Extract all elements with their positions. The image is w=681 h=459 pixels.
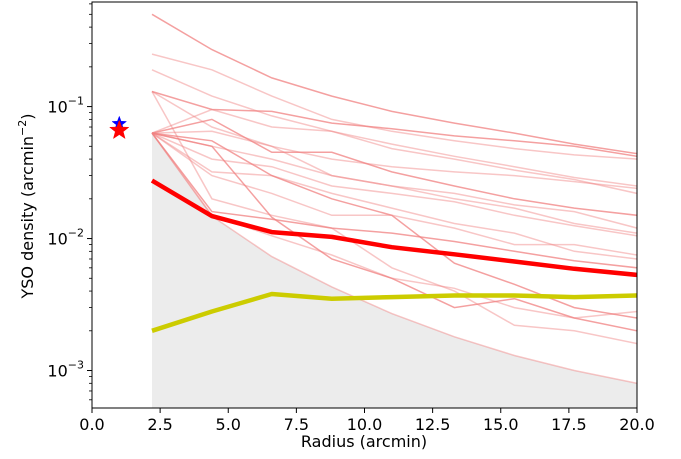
shaded-lower-bound-region bbox=[152, 133, 637, 408]
background-profile-line-2 bbox=[151, 53, 638, 160]
background-profile-line-12 bbox=[151, 91, 638, 345]
background-profile-line-3 bbox=[151, 69, 638, 187]
mean-density-line bbox=[150, 178, 638, 278]
background-profile-line-8 bbox=[151, 132, 638, 234]
background-profile-line-18 bbox=[151, 130, 638, 229]
background-profile-line-7 bbox=[151, 118, 638, 217]
background-profile-line-13 bbox=[151, 132, 638, 332]
red-star-marker bbox=[109, 119, 130, 140]
x-axis-ticks: 0.0 2.5 5.0 7.5 10.0 12.5 15.0 17.5 20.0 bbox=[79, 408, 655, 434]
background-profile-line-1 bbox=[151, 13, 638, 155]
y-tick-label: 10−2 bbox=[47, 227, 84, 249]
star-markers-layer bbox=[109, 115, 130, 140]
background-profile-line-11 bbox=[151, 132, 638, 385]
background-profile-line-16 bbox=[151, 132, 638, 319]
x-tick-label: 10.0 bbox=[347, 415, 383, 434]
y-axis-label: YSO density (arcmin−2) bbox=[16, 113, 37, 299]
background-profile-line-6 bbox=[151, 108, 638, 195]
background-density-line bbox=[151, 291, 638, 333]
x-tick-label: 5.0 bbox=[216, 415, 241, 434]
x-tick-label: 12.5 bbox=[415, 415, 451, 434]
x-tick-label: 7.5 bbox=[284, 415, 309, 434]
background-profile-line-10 bbox=[151, 132, 638, 269]
background-profile-line-15 bbox=[151, 132, 638, 237]
background-profile-line-9 bbox=[151, 132, 638, 260]
background-profile-line-4 bbox=[151, 90, 638, 158]
x-tick-label: 2.5 bbox=[147, 415, 172, 434]
main-series-layer bbox=[150, 178, 638, 333]
x-tick-label: 17.5 bbox=[551, 415, 587, 434]
shaded-region-layer bbox=[152, 133, 637, 408]
x-tick-label: 20.0 bbox=[619, 415, 655, 434]
x-tick-label: 0.0 bbox=[79, 415, 104, 434]
y-tick-label: 10−1 bbox=[47, 95, 84, 117]
x-tick-label: 15.0 bbox=[483, 415, 519, 434]
y-tick-label: 10−3 bbox=[47, 359, 84, 381]
x-axis-label: Radius (arcmin) bbox=[301, 432, 427, 451]
background-profile-line-5 bbox=[151, 90, 638, 190]
y-axis-ticks: 10−3 10−2 10−1 bbox=[47, 3, 92, 401]
background-profiles-layer bbox=[151, 13, 638, 385]
